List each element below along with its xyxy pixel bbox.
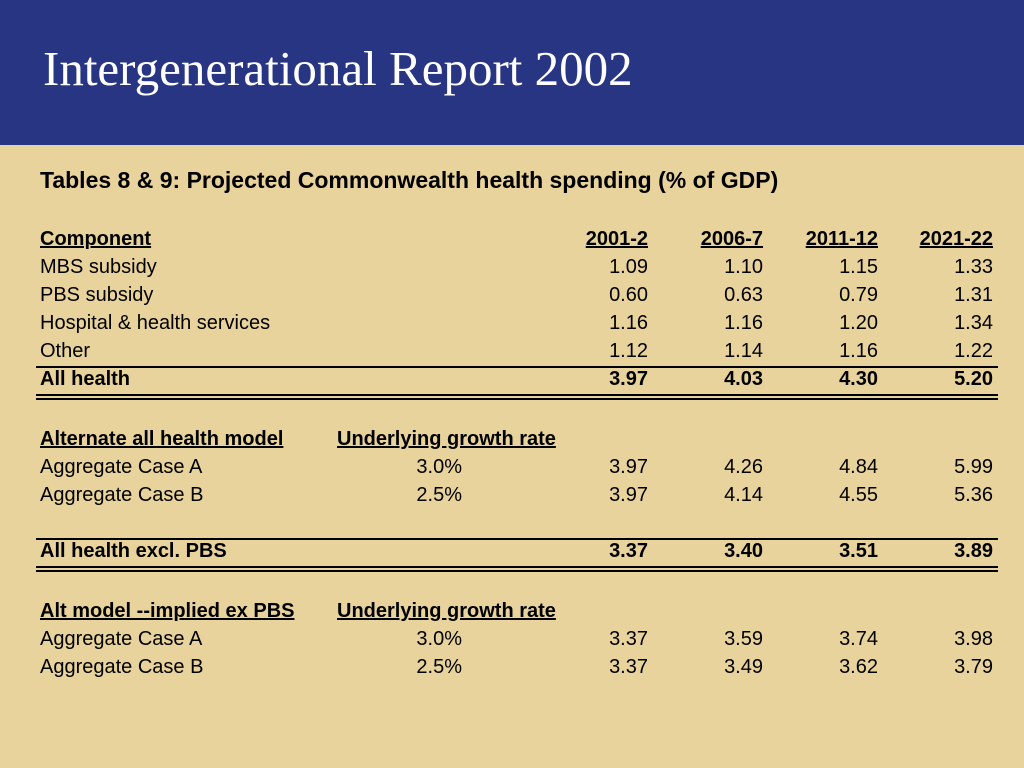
year-header: 2001-2 xyxy=(585,228,648,250)
row-value: 3.74 xyxy=(839,628,878,650)
row-value: 5.36 xyxy=(954,484,993,506)
table-row: Aggregate Case A 3.0% 3.97 4.26 4.84 5.9… xyxy=(0,456,1024,484)
total-value: 5.20 xyxy=(954,368,993,390)
table-row: Hospital & health services 1.16 1.16 1.2… xyxy=(0,312,1024,340)
slide-header: Intergenerational Report 2002 xyxy=(0,0,1024,145)
row-value: 1.09 xyxy=(609,256,648,278)
row-value: 1.16 xyxy=(609,312,648,334)
row-value: 3.37 xyxy=(609,656,648,678)
total-rule xyxy=(36,538,998,540)
total-label: All health excl. PBS xyxy=(40,540,227,562)
table-row: Aggregate Case B 2.5% 3.97 4.14 4.55 5.3… xyxy=(0,484,1024,512)
row-label: PBS subsidy xyxy=(40,284,154,306)
row-value: 1.15 xyxy=(839,256,878,278)
total-row: All health 3.97 4.03 4.30 5.20 xyxy=(0,368,1024,396)
row-value: 4.26 xyxy=(724,456,763,478)
row-value: 1.33 xyxy=(954,256,993,278)
table-row: Aggregate Case A 3.0% 3.37 3.59 3.74 3.9… xyxy=(0,628,1024,656)
section-header: Alt model --implied ex PBS xyxy=(40,600,295,622)
row-value: 3.59 xyxy=(724,628,763,650)
table-row: MBS subsidy 1.09 1.10 1.15 1.33 xyxy=(0,256,1024,284)
rate-value: 3.0% xyxy=(416,628,462,650)
row-value: 3.62 xyxy=(839,656,878,678)
total-value: 3.97 xyxy=(609,368,648,390)
row-label: Aggregate Case A xyxy=(40,456,203,478)
double-rule xyxy=(36,394,998,400)
row-value: 3.98 xyxy=(954,628,993,650)
section-header-row: Alt model --implied ex PBS Underlying gr… xyxy=(0,600,1024,628)
row-value: 4.14 xyxy=(724,484,763,506)
row-label: Other xyxy=(40,340,91,362)
total-value: 3.89 xyxy=(954,540,993,562)
row-value: 1.12 xyxy=(609,340,648,362)
row-value: 4.84 xyxy=(839,456,878,478)
total-row: All health excl. PBS 3.37 3.40 3.51 3.89 xyxy=(0,540,1024,568)
row-label: Aggregate Case A xyxy=(40,628,203,650)
row-value: 1.14 xyxy=(724,340,763,362)
year-header: 2021-22 xyxy=(919,228,993,250)
row-label: Aggregate Case B xyxy=(40,484,204,506)
rate-value: 2.5% xyxy=(416,656,462,678)
row-value: 3.97 xyxy=(609,484,648,506)
row-value: 0.63 xyxy=(724,284,763,306)
total-value: 3.51 xyxy=(839,540,878,562)
row-value: 5.99 xyxy=(954,456,993,478)
row-value: 3.37 xyxy=(609,628,648,650)
total-value: 4.03 xyxy=(724,368,763,390)
table-header-row: Component 2001-2 2006-7 2011-12 2021-22 xyxy=(0,228,1024,256)
rate-header: Underlying growth rate xyxy=(337,600,556,622)
section-header: Alternate all health model xyxy=(40,428,284,450)
total-label: All health xyxy=(40,368,131,390)
year-header: 2006-7 xyxy=(700,228,763,250)
table-row: PBS subsidy 0.60 0.63 0.79 1.31 xyxy=(0,284,1024,312)
row-label: Hospital & health services xyxy=(40,312,271,334)
rate-value: 3.0% xyxy=(416,456,462,478)
rate-header: Underlying growth rate xyxy=(337,428,556,450)
row-value: 3.97 xyxy=(609,456,648,478)
double-rule xyxy=(36,566,998,572)
total-value: 3.37 xyxy=(609,540,648,562)
row-value: 3.49 xyxy=(724,656,763,678)
row-value: 0.60 xyxy=(609,284,648,306)
year-header: 2011-12 xyxy=(805,228,878,250)
slide-title: Intergenerational Report 2002 xyxy=(43,41,633,96)
row-value: 1.16 xyxy=(839,340,878,362)
row-value: 4.55 xyxy=(839,484,878,506)
row-label: Aggregate Case B xyxy=(40,656,204,678)
row-value: 1.16 xyxy=(724,312,763,334)
table-row: Aggregate Case B 2.5% 3.37 3.49 3.62 3.7… xyxy=(0,656,1024,684)
section-header-row: Alternate all health model Underlying gr… xyxy=(0,428,1024,456)
table-row: Other 1.12 1.14 1.16 1.22 xyxy=(0,340,1024,368)
row-value: 0.79 xyxy=(839,284,878,306)
rate-value: 2.5% xyxy=(416,484,462,506)
row-value: 1.20 xyxy=(839,312,878,334)
table-title: Tables 8 & 9: Projected Commonwealth hea… xyxy=(40,167,779,193)
component-header: Component xyxy=(40,228,152,250)
total-rule xyxy=(36,366,998,368)
row-value: 3.79 xyxy=(954,656,993,678)
total-value: 3.40 xyxy=(724,540,763,562)
row-label: MBS subsidy xyxy=(40,256,157,278)
row-value: 1.22 xyxy=(954,340,993,362)
row-value: 1.31 xyxy=(954,284,993,306)
row-value: 1.10 xyxy=(724,256,763,278)
row-value: 1.34 xyxy=(954,312,993,334)
total-value: 4.30 xyxy=(839,368,878,390)
